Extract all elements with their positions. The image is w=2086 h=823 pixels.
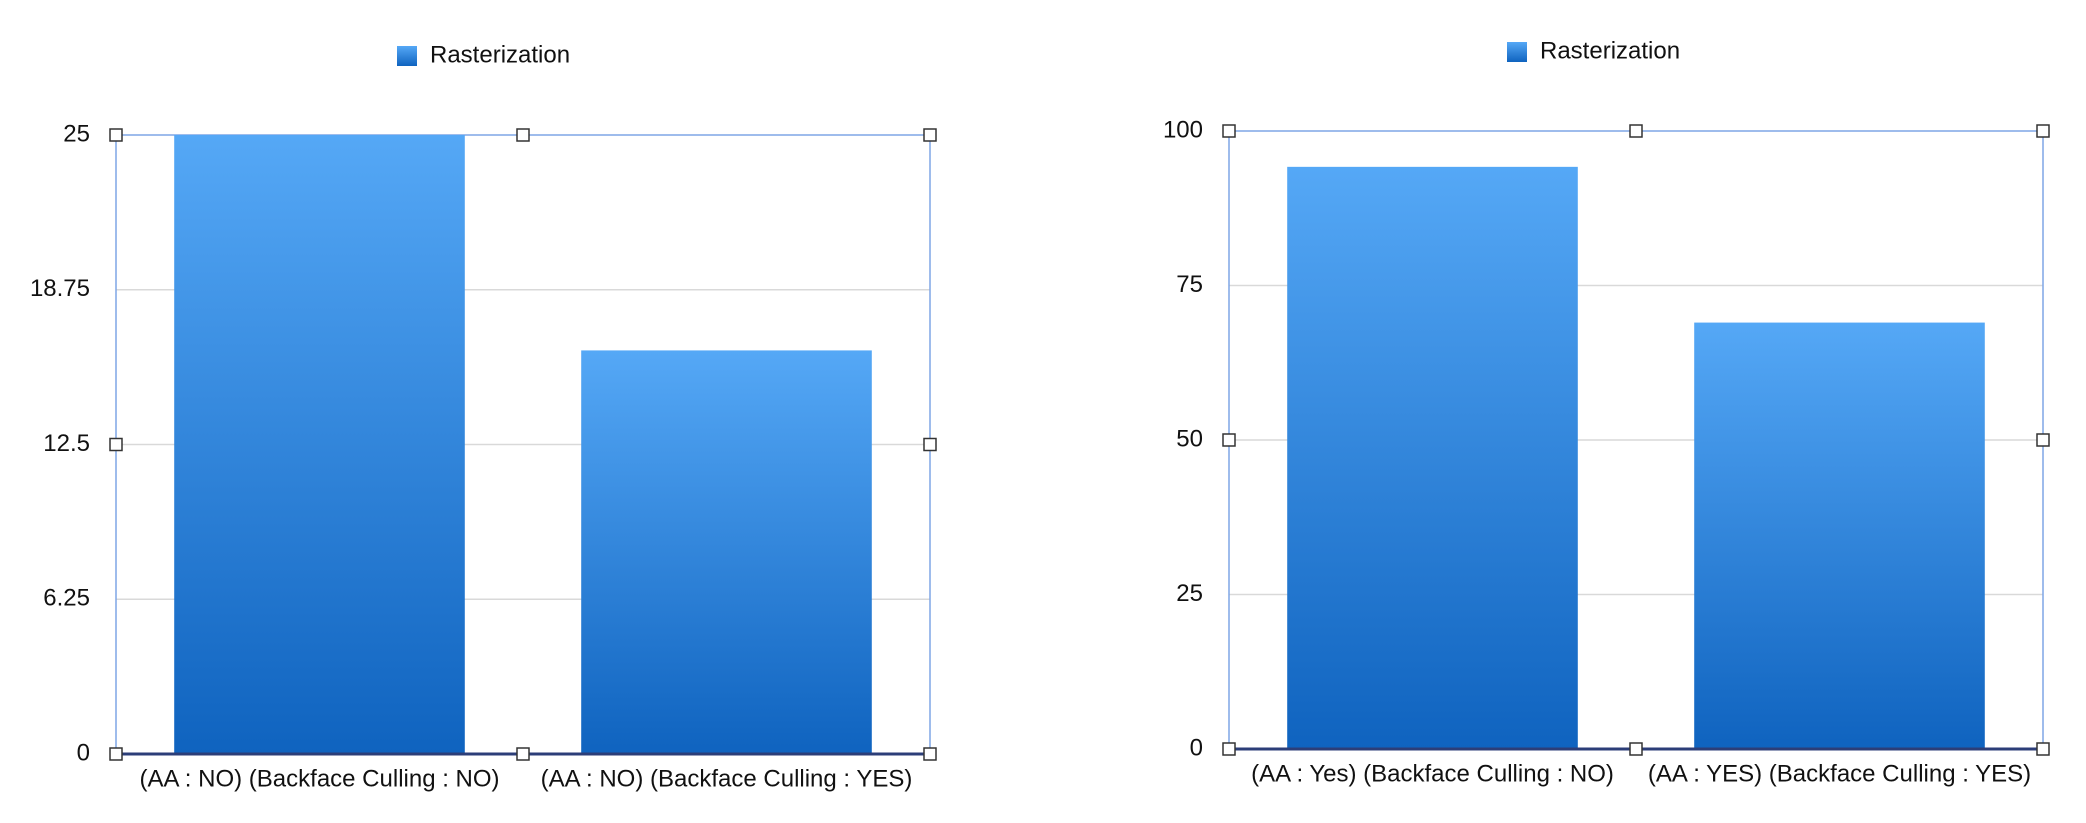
legend: Rasterization: [397, 41, 570, 68]
resize-handle[interactable]: [923, 437, 937, 452]
resize-handle[interactable]: [923, 128, 937, 142]
resize-handle[interactable]: [923, 747, 937, 761]
legend-label: Rasterization: [1540, 37, 1680, 64]
resize-handle[interactable]: [2036, 742, 2050, 756]
resize-handle[interactable]: [1222, 433, 1236, 447]
y-tick-label: 75: [1176, 271, 1203, 298]
resize-handle[interactable]: [2036, 124, 2050, 138]
y-tick-label: 100: [1163, 116, 1203, 143]
bar[interactable]: [1287, 166, 1578, 749]
resize-handle[interactable]: [516, 747, 530, 761]
y-tick-label: 0: [1190, 734, 1203, 761]
y-tick-label: 25: [1176, 580, 1203, 607]
y-tick-label: 18.75: [30, 275, 90, 302]
legend-swatch: [397, 46, 417, 66]
resize-handle[interactable]: [109, 437, 123, 452]
legend: Rasterization: [1507, 37, 1680, 64]
y-tick-label: 12.5: [43, 430, 90, 457]
resize-handle[interactable]: [516, 128, 530, 142]
bar[interactable]: [1694, 322, 1985, 749]
chart-1: 0 6.25 12.5 18.75 25 (AA : NO) (Backface Cull…: [30, 41, 937, 792]
resize-handle[interactable]: [109, 747, 123, 761]
x-category-label: (AA : NO) (Backface Culling : YES): [541, 765, 913, 792]
resize-handle[interactable]: [1222, 742, 1236, 756]
legend-label: Rasterization: [430, 41, 570, 68]
bar[interactable]: [174, 135, 465, 754]
resize-handle[interactable]: [1222, 124, 1236, 138]
resize-handle[interactable]: [1629, 124, 1643, 138]
x-category-label: (AA : YES) (Backface Culling : YES): [1648, 760, 2031, 787]
resize-handle[interactable]: [1629, 742, 1643, 756]
y-tick-label: 50: [1176, 425, 1203, 452]
x-category-label: (AA : Yes) (Backface Culling : NO): [1251, 760, 1614, 787]
legend-swatch: [1507, 42, 1527, 62]
resize-handle[interactable]: [2036, 433, 2050, 447]
resize-handle[interactable]: [109, 128, 123, 142]
y-tick-label: 25: [63, 120, 90, 147]
y-tick-label: 6.25: [43, 585, 90, 612]
x-category-label: (AA : NO) (Backface Culling : NO): [139, 765, 499, 792]
chart-2: 0 25 50 75 100 (AA : Yes) (Backface Culling :…: [1163, 37, 2050, 787]
y-tick-label: 0: [77, 739, 90, 766]
bar[interactable]: [581, 350, 872, 754]
